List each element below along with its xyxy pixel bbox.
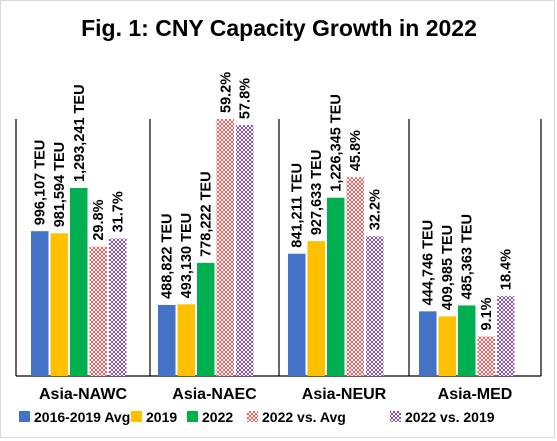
data-label: 57.8% bbox=[238, 78, 254, 119]
bar bbox=[89, 246, 107, 376]
data-label: 444,746 TEU bbox=[421, 220, 437, 305]
data-label: 841,211 TEU bbox=[290, 163, 306, 248]
bar bbox=[177, 304, 195, 376]
data-label: 59.2% bbox=[218, 72, 234, 113]
data-label: 1,226,345 TEU bbox=[329, 94, 345, 192]
bar bbox=[327, 197, 345, 376]
data-label: 31.7% bbox=[111, 191, 127, 232]
data-label: 981,594 TEU bbox=[52, 142, 68, 227]
legend-swatch bbox=[131, 411, 142, 422]
bar bbox=[236, 125, 254, 377]
data-label: 1,293,241 TEU bbox=[72, 84, 88, 182]
bar bbox=[477, 336, 495, 376]
legend-swatch bbox=[187, 411, 198, 422]
legend-label: 2022 bbox=[202, 409, 233, 425]
bar bbox=[497, 296, 515, 376]
bar bbox=[438, 316, 456, 376]
category-label: Asia-MED bbox=[438, 386, 513, 403]
bar bbox=[158, 304, 176, 376]
bar bbox=[419, 311, 437, 376]
bar bbox=[216, 119, 234, 376]
data-label: 778,222 TEU bbox=[199, 171, 215, 256]
legend: 2016-2019 Avg 2019 2022 2022 vs. Avg 2022 vs… bbox=[19, 409, 495, 425]
bar bbox=[197, 262, 215, 376]
bar bbox=[70, 188, 88, 376]
category-label: Asia-NEUR bbox=[302, 386, 387, 403]
chart-title: Fig. 1: CNY Capacity Growth in 2022 bbox=[81, 15, 477, 41]
data-label: 9.1% bbox=[479, 297, 495, 330]
bar bbox=[307, 241, 325, 376]
bar bbox=[288, 253, 306, 376]
bar bbox=[346, 177, 364, 376]
legend-label: 2022 vs. Avg bbox=[262, 409, 346, 425]
bar bbox=[50, 233, 68, 376]
bar bbox=[109, 238, 127, 376]
data-label: 18.4% bbox=[499, 249, 515, 290]
legend-swatch bbox=[247, 411, 258, 422]
data-label: 493,130 TEU bbox=[179, 213, 195, 298]
legend-swatch bbox=[390, 411, 401, 422]
data-label: 996,107 TEU bbox=[33, 140, 49, 225]
data-label: 485,363 TEU bbox=[460, 214, 476, 299]
data-label: 488,822 TEU bbox=[160, 213, 176, 298]
legend-label: 2019 bbox=[146, 409, 177, 425]
data-label: 927,633 TEU bbox=[309, 150, 325, 235]
bar bbox=[366, 236, 384, 376]
data-label: 45.8% bbox=[348, 130, 364, 171]
legend-label: 2016-2019 Avg bbox=[34, 409, 130, 425]
bar bbox=[31, 231, 49, 376]
category-label: Asia-NAEC bbox=[172, 386, 257, 403]
legend-swatch bbox=[19, 411, 30, 422]
data-label: 32.2% bbox=[368, 189, 384, 230]
legend-label: 2022 vs. 2019 bbox=[405, 409, 495, 425]
data-label: 409,985 TEU bbox=[440, 225, 456, 310]
data-label: 29.8% bbox=[91, 199, 107, 240]
category-label: Asia-NAWC bbox=[39, 386, 127, 403]
bar bbox=[458, 305, 476, 376]
